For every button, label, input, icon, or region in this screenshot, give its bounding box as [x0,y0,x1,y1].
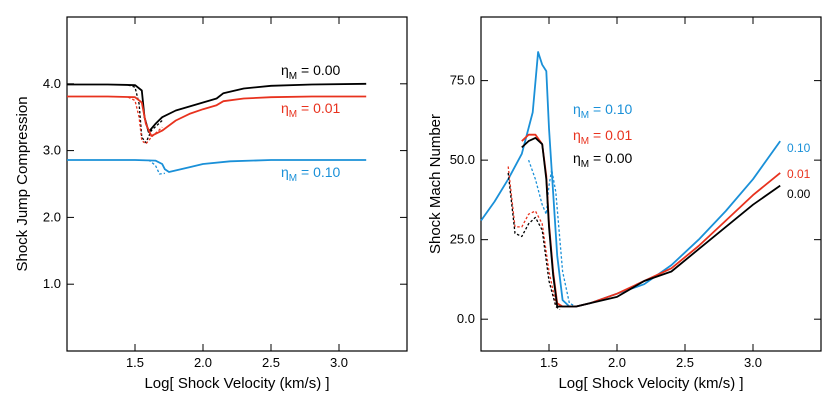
mach-y-tick-label: 0.0 [457,311,475,326]
mach-series-line-4 [521,136,781,308]
mach-y-tick-label: 25.0 [450,232,475,247]
mach-x-tick-label: 3.0 [744,355,762,370]
mach-annotation-eta-000: ηM = 0.00 [573,150,633,170]
compression-x-tick-label: 1.5 [126,355,144,370]
compression-x-tick-label: 2.5 [262,355,280,370]
compression-x-axis-label: Log[ Shock Velocity (km/s) ] [144,375,329,392]
mach-plot-frame [480,16,822,352]
mach-series-line-0 [480,51,781,308]
mach-x-tick-label: 2.0 [608,355,626,370]
compression-annotation-eta-001: ηM = 0.01 [281,100,341,120]
compression-annotation-eta-010: ηM = 0.10 [281,164,341,184]
mach-end-label-000: 0.00 [787,187,811,201]
mach-y-axis-label: Shock Mach Number [427,114,444,254]
mach-end-label-010: 0.10 [787,141,811,155]
compression-y-tick-label: 3.0 [43,143,61,158]
mach-x-tick-label: 1.5 [540,355,558,370]
mach-series-line-1 [527,159,577,308]
compression-x-tick-label: 3.0 [330,355,348,370]
compression-y-tick-label: 1.0 [43,276,61,291]
mach-chart: 1.5 2.0 2.5 3.0 0.0 25.0 50.0 75.0 Log[ Shock V… [427,16,822,392]
mach-end-label-001: 0.01 [787,167,811,181]
mach-y-tick-label: 50.0 [450,152,475,167]
mach-annotation-eta-001: ηM = 0.01 [573,127,633,147]
compression-chart: 1.5 2.0 2.5 3.0 1.0 2.0 3.0 4.0 Log[ Shock Velo… [14,16,408,392]
compression-y-tick-label: 4.0 [43,76,61,91]
compression-series-line-2 [67,95,367,137]
compression-y-tick-label: 2.0 [43,209,61,224]
mach-x-tick-label: 2.5 [676,355,694,370]
compression-y-axis-label: Shock Jump Compression [14,96,31,271]
compression-series-line-1 [128,84,163,144]
mach-y-tick-label: 75.0 [450,73,475,88]
mach-series-line-5 [507,172,561,311]
mach-annotation-eta-010: ηM = 0.10 [573,101,633,121]
compression-series-line-0 [67,82,367,133]
compression-plot-frame [66,16,408,352]
mach-x-axis-label: Log[ Shock Velocity (km/s) ] [558,375,743,392]
compression-x-tick-label: 2.0 [194,355,212,370]
compression-annotation-eta-000: ηM = 0.00 [281,62,341,82]
mach-series-line-3 [507,166,561,308]
